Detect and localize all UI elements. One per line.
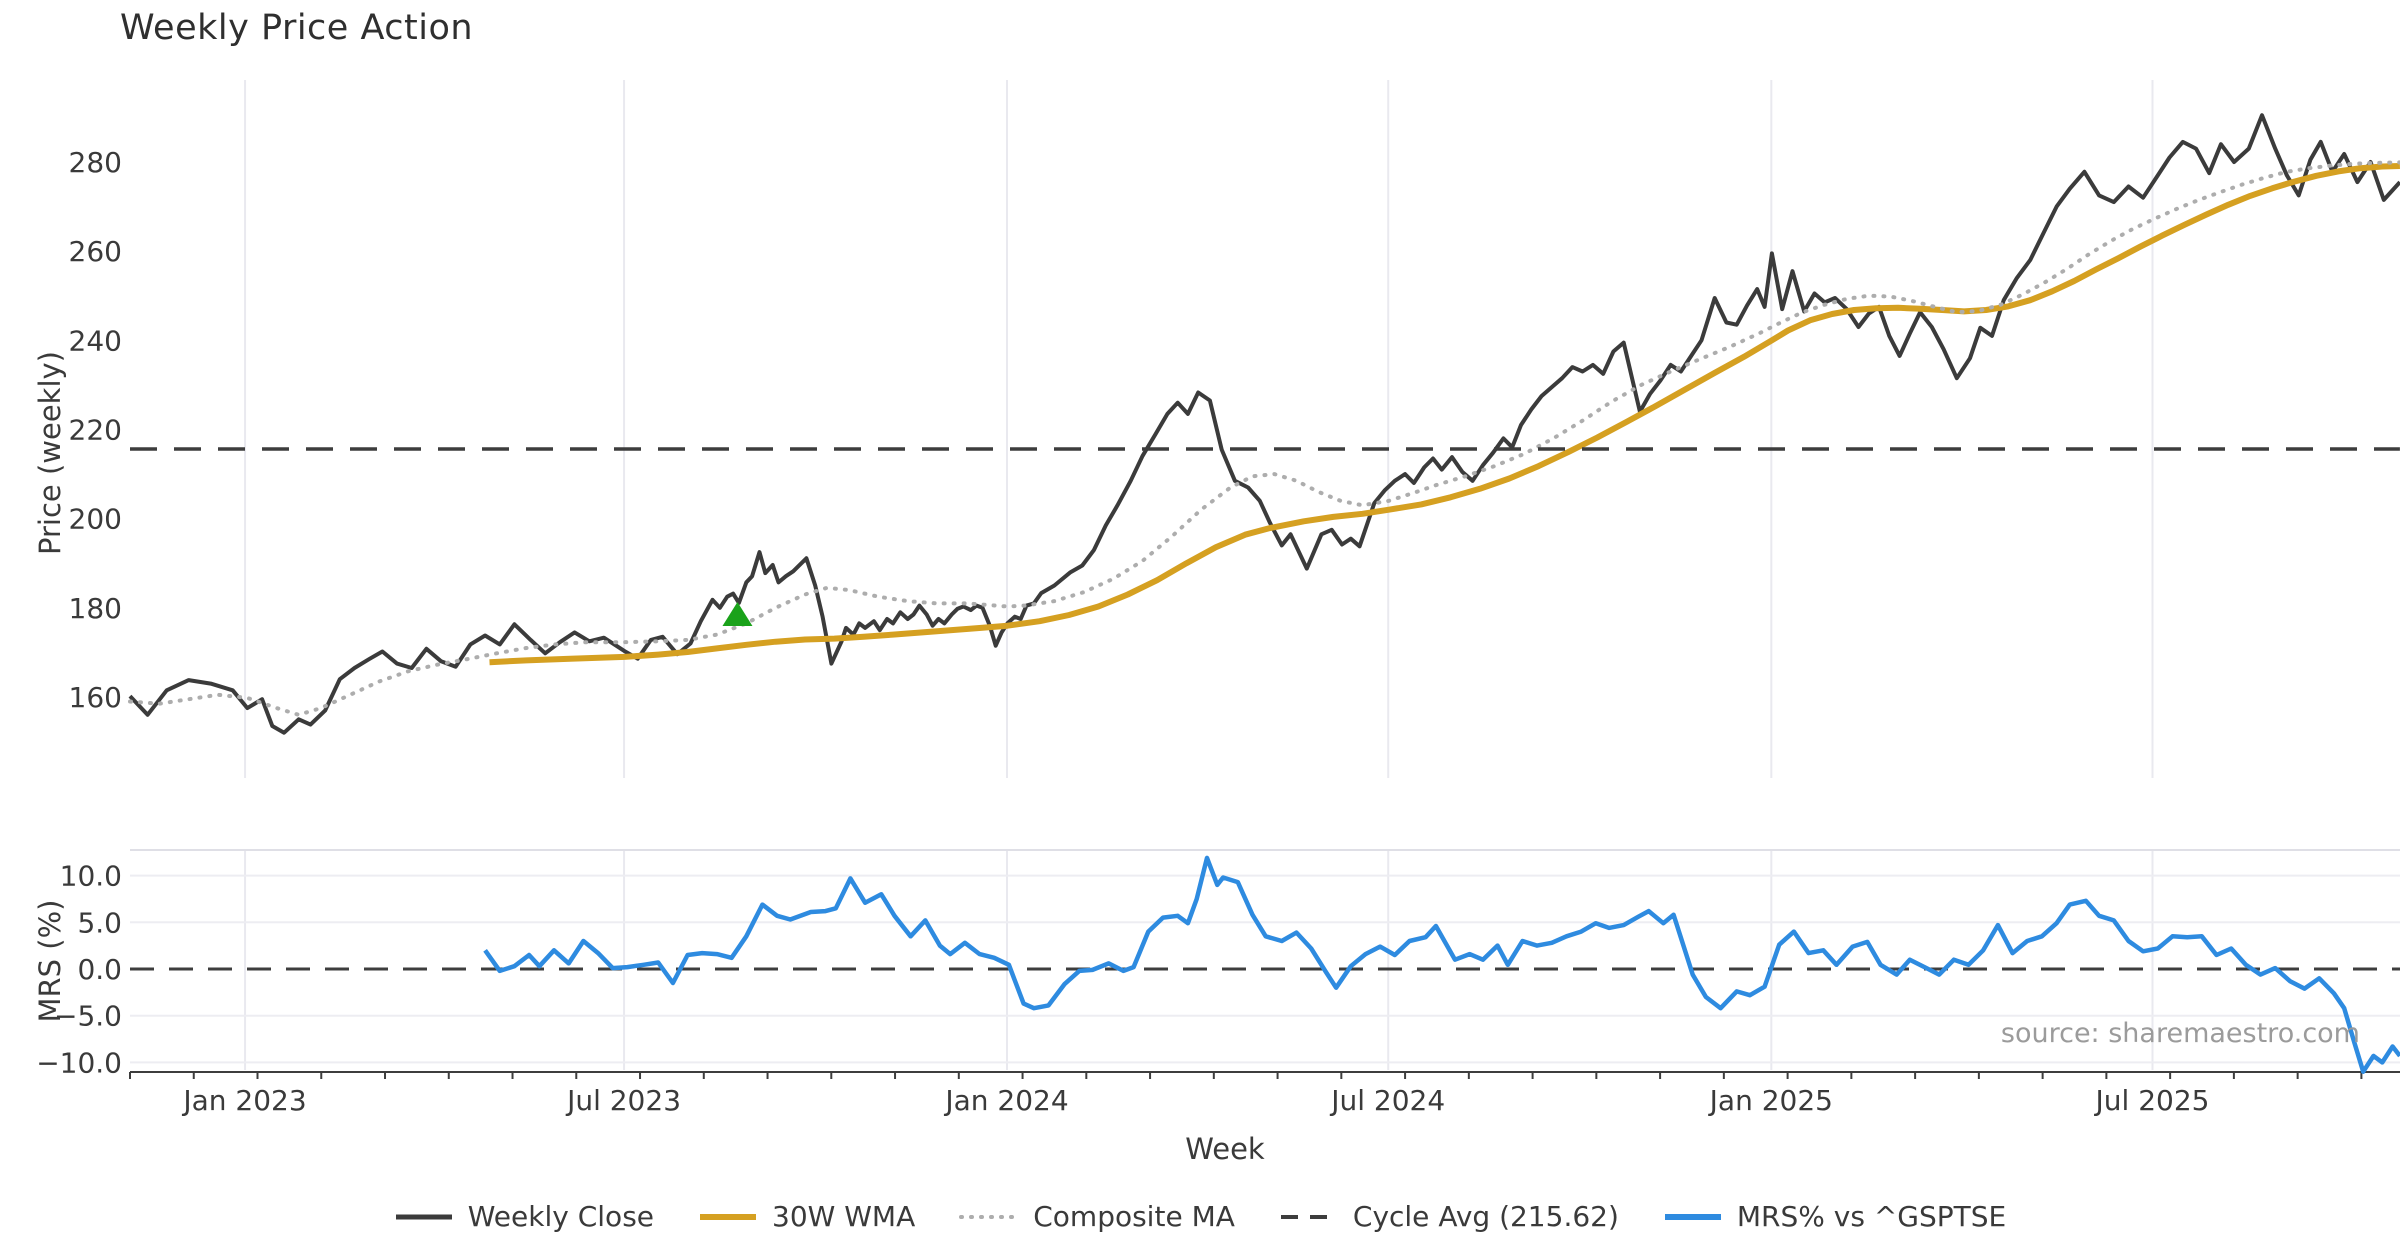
buy-signal-marker <box>722 601 753 626</box>
source-credit: source: sharemaestro.com <box>2000 1018 2360 1049</box>
legend-label: Weekly Close <box>467 1200 655 1233</box>
x-axis-label: Week <box>1185 1132 1265 1166</box>
tick-label: 260 <box>69 235 122 268</box>
legend-swatch <box>700 1213 757 1220</box>
tick-label: 280 <box>69 146 122 179</box>
tick-label: Jul 2023 <box>565 1084 681 1117</box>
tick-label: 180 <box>69 592 122 625</box>
tick-label: Jan 2025 <box>1708 1084 1833 1117</box>
tick-label: 160 <box>69 681 122 714</box>
bottom-panel-gridlines <box>129 849 2400 1079</box>
vertical-gridlines <box>244 80 2154 1070</box>
tick-label: Jan 2024 <box>943 1084 1068 1117</box>
legend-label: MRS% vs ^GSPTSE <box>1736 1200 2007 1233</box>
tick-label: −10.0 <box>36 1046 122 1079</box>
legend-item-cycle-avg-215-62-: Cycle Avg (215.62) <box>1279 1200 1619 1233</box>
y-axis-label-price: Price (weekly) <box>33 351 67 556</box>
legend-swatch <box>1280 1214 1337 1219</box>
tick-label: Jul 2024 <box>1329 1084 1445 1117</box>
tick-label: 0.0 <box>77 953 122 986</box>
legend-label: Composite MA <box>1033 1200 1235 1233</box>
legend-swatch <box>959 1214 1020 1219</box>
tick-label: Jan 2023 <box>181 1084 306 1117</box>
series-30w-wma <box>489 163 2400 666</box>
tick-label: 5.0 <box>77 906 122 939</box>
legend-item-30w-wma: 30W WMA <box>698 1200 915 1233</box>
tick-label: −5.0 <box>54 1000 122 1033</box>
legend: Weekly Close 30W WMA Composite MA Cycle Avg… <box>0 1200 2400 1233</box>
legend-label: 30W WMA <box>772 1200 916 1233</box>
legend-swatch <box>1664 1213 1721 1220</box>
legend-item-composite-ma: Composite MA <box>959 1200 1235 1233</box>
series-mrs-vs-gsptse <box>483 855 2400 1074</box>
y-axis-label-mrs: MRS (%) <box>33 899 67 1023</box>
tick-label: Jul 2025 <box>2094 1084 2210 1117</box>
legend-label: Cycle Avg (215.62) <box>1352 1200 1619 1233</box>
chart-title: Weekly Price Action <box>120 8 474 48</box>
tick-label: 200 <box>69 503 122 536</box>
tick-label: 220 <box>69 413 122 446</box>
legend-item-mrs-vs-gsptse: MRS% vs ^GSPTSE <box>1663 1200 2006 1233</box>
tick-label: 10.0 <box>60 860 122 893</box>
tick-label: 240 <box>69 324 122 357</box>
series-composite-ma <box>128 160 2400 717</box>
series-weekly-close <box>128 113 2400 735</box>
axis-tick-labels: 160 180 200 220 240 260 280 10.0 5.0 0.0 −5.0 −10.0… <box>36 146 2209 1117</box>
mrs-panel-series <box>483 855 2400 1074</box>
legend-item-weekly-close: Weekly Close <box>394 1200 654 1233</box>
price-panel-series <box>128 113 2400 735</box>
legend-swatch <box>395 1214 452 1219</box>
